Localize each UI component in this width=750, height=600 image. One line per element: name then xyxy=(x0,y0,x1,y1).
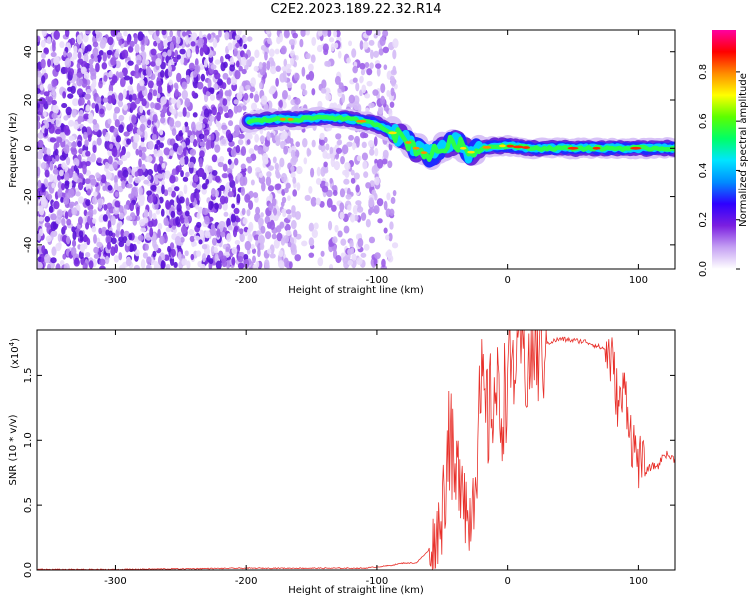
spectrogram-hotspot xyxy=(482,145,492,149)
colorbar: 0.0 0.2 0.4 0.6 0.8 Normalized spectral ampl… xyxy=(698,30,749,277)
spectrogram-hotspot xyxy=(420,151,428,155)
spectrogram-y-tick-label: 40 xyxy=(23,45,34,58)
snr-y-axis-title: SNR (10 * v/v) xyxy=(8,414,19,485)
spectrogram-x-tick-label: -300 xyxy=(104,275,127,286)
colorbar-ticks: 0.0 0.2 0.4 0.6 0.8 xyxy=(698,64,740,277)
spectrogram-x-axis-title: Height of straight line (km) xyxy=(288,285,424,296)
snr-x-tick-label: 100 xyxy=(629,576,648,587)
colorbar-tick-label: 0.0 xyxy=(698,261,709,277)
colorbar-label: Normalized spectral amplitude xyxy=(738,73,749,227)
spectrogram-hotspot xyxy=(405,141,412,144)
snr-y-tick-label: 1.0 xyxy=(23,432,34,448)
spectrogram-image xyxy=(37,30,675,269)
colorbar-tick-label: 0.2 xyxy=(698,212,709,228)
figure-title: C2E2.2023.189.22.32.R14 xyxy=(270,2,442,17)
spectrogram-hotspot xyxy=(388,131,397,135)
spectrogram-x-tick-label: 100 xyxy=(629,275,648,286)
colorbar-tick-label: 0.6 xyxy=(698,113,709,129)
spectrogram-hotspot xyxy=(412,146,420,150)
snr-panel: -300 -200 -100 0 100 0.0 0.5 1.0 1.5 Height of … xyxy=(8,329,676,596)
spectrogram-hotspot xyxy=(521,146,531,149)
spectrogram-hotspot xyxy=(467,150,475,154)
spectrogram-y-tick-label: 20 xyxy=(23,94,34,107)
spectrogram-hotspot xyxy=(287,117,294,121)
snr-y-tick-label: 0.0 xyxy=(23,562,34,578)
snr-x-axis-title: Height of straight line (km) xyxy=(288,585,424,596)
colorbar-tick-label: 0.4 xyxy=(698,162,709,178)
spectrogram-ridge-band xyxy=(246,114,675,162)
spectrogram-hotspot xyxy=(592,146,601,150)
spectrogram-y-tick-label: 0 xyxy=(23,145,34,151)
spectrogram-frame xyxy=(36,29,676,270)
snr-x-tick-label: -200 xyxy=(235,576,258,587)
snr-x-tick-label: -300 xyxy=(104,576,127,587)
snr-y-scale-label: (x104) xyxy=(8,338,21,369)
spectrogram-hotspot xyxy=(567,146,579,150)
snr-frame xyxy=(36,329,676,571)
spectrogram-y-tick-label: -40 xyxy=(23,237,34,253)
spectrogram-y-tick-label: -20 xyxy=(23,188,34,204)
spectrogram-x-ticks: -300 -200 -100 0 100 xyxy=(104,30,648,286)
snr-x-ticks: -300 -200 -100 0 100 xyxy=(104,330,648,587)
spectrogram-x-tick-label: -100 xyxy=(366,275,389,286)
snr-y-tick-label: 0.5 xyxy=(23,497,34,513)
spectrogram-hotspot xyxy=(356,119,367,123)
spectrogram-hotspot xyxy=(498,144,506,148)
colorbar-gradient xyxy=(712,30,736,269)
spectrogram-y-ticks: -40 -20 0 20 40 xyxy=(23,45,675,253)
spectrogram-x-tick-label: 0 xyxy=(504,275,510,286)
spectrogram-hotspot xyxy=(506,144,514,148)
spectrogram-hotspot xyxy=(630,146,642,150)
spectrogram-y-axis-title: Frequency (Hz) xyxy=(8,112,19,188)
spectrogram-hotspot xyxy=(460,146,467,150)
spectrogram-x-tick-label: -200 xyxy=(235,275,258,286)
snr-x-tick-label: -100 xyxy=(366,576,389,587)
snr-x-tick-label: 0 xyxy=(504,576,510,587)
spectrogram-hotspot xyxy=(512,145,524,149)
snr-y-tick-label: 1.5 xyxy=(23,367,34,383)
colorbar-tick-label: 0.8 xyxy=(698,64,709,80)
snr-y-ticks: 0.0 0.5 1.0 1.5 xyxy=(23,367,675,578)
snr-series-line xyxy=(37,330,675,570)
spectrogram-hotspot xyxy=(279,117,286,121)
